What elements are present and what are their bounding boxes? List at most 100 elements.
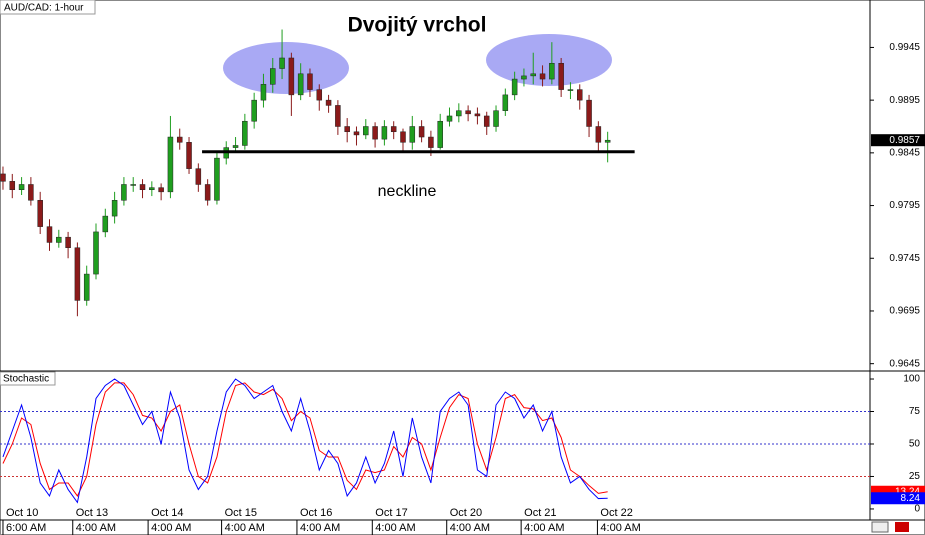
x-tick-label: 4:00 AM xyxy=(300,522,340,534)
label-box xyxy=(0,371,56,386)
y-tick-label: 0.9945 xyxy=(889,42,920,53)
last-value-label: 13.24 xyxy=(895,486,920,497)
x-tick-label: 6:00 AM xyxy=(6,522,46,534)
x-tick-label: Oct 13 xyxy=(76,507,108,519)
candle-body xyxy=(558,62,564,90)
y-tick-label: 75 xyxy=(909,406,921,417)
candle-body xyxy=(251,99,257,122)
y-tick-label: 0.9695 xyxy=(889,306,920,317)
candle-body xyxy=(595,126,602,143)
candle-body xyxy=(353,131,360,136)
candle-body xyxy=(121,184,127,201)
candle-body xyxy=(307,73,313,90)
last-value-label: 8.24 xyxy=(901,493,921,504)
candle-body xyxy=(149,187,155,190)
candle-body xyxy=(232,145,239,148)
x-tick-label: 4:00 AM xyxy=(600,522,640,534)
scroll-icon[interactable] xyxy=(871,521,889,533)
candle-body xyxy=(418,126,425,138)
candle-body xyxy=(167,136,174,193)
candle-body xyxy=(260,84,267,101)
candle-body xyxy=(465,110,471,115)
x-tick-label: 4:00 AM xyxy=(76,522,116,534)
x-tick-label: Oct 10 xyxy=(6,507,38,519)
candle-body xyxy=(316,89,323,101)
candle-body xyxy=(176,136,183,143)
candle-body xyxy=(130,184,136,186)
candle-body xyxy=(9,181,16,190)
candle-body xyxy=(400,131,406,143)
candle-body xyxy=(65,236,71,248)
candle-body xyxy=(586,99,592,127)
candle-body xyxy=(437,120,443,148)
candle-body xyxy=(390,126,397,133)
candle-body xyxy=(409,126,416,143)
y-tick-label: 0.9745 xyxy=(889,253,920,264)
candle-body xyxy=(456,110,462,117)
candle-body xyxy=(204,184,211,201)
y-tick-label: 25 xyxy=(909,471,921,482)
y-tick-label: 0 xyxy=(914,504,920,515)
candle-body xyxy=(139,184,146,190)
candle-body xyxy=(18,184,25,190)
x-tick-label: 4:00 AM xyxy=(375,522,415,534)
candle-body xyxy=(74,247,81,301)
x-tick-label: 4:00 AM xyxy=(225,522,265,534)
candle-body xyxy=(502,94,509,111)
candle-body xyxy=(539,73,546,80)
x-tick-label: Oct 22 xyxy=(600,507,632,519)
last-price-box xyxy=(871,134,925,147)
candle-body xyxy=(279,57,285,69)
candle-body xyxy=(242,120,248,146)
last-value-box xyxy=(871,492,925,505)
x-tick-label: 4:00 AM xyxy=(450,522,490,534)
candle-body xyxy=(483,115,490,127)
candle-body xyxy=(511,78,518,96)
x-tick-label: Oct 15 xyxy=(225,507,257,519)
candle-body xyxy=(288,57,295,96)
candle-body xyxy=(381,126,388,140)
x-tick-label: Oct 20 xyxy=(450,507,482,519)
candle-body xyxy=(297,73,304,96)
candle-body xyxy=(214,157,220,201)
candle-body xyxy=(93,231,99,275)
candle-body xyxy=(577,89,583,101)
peak-highlight xyxy=(223,42,349,94)
last-price-label: 0.9857 xyxy=(889,135,920,146)
candle-body xyxy=(111,200,118,217)
candle-body xyxy=(270,68,276,85)
x-tick-label: Oct 17 xyxy=(375,507,407,519)
candle-body xyxy=(428,136,434,148)
candle-body xyxy=(186,142,192,169)
chart-title: Dvojitý vrchol xyxy=(348,14,487,37)
candle-body xyxy=(493,110,499,127)
candle-body xyxy=(474,113,481,117)
y-tick-label: 0.9895 xyxy=(889,95,920,106)
peak-highlight xyxy=(486,34,612,86)
y-tick-label: 50 xyxy=(909,439,921,450)
indicator-label: Stochastic xyxy=(3,374,49,385)
candle-body xyxy=(549,62,555,80)
candle-body xyxy=(83,273,90,301)
candle-body xyxy=(37,200,43,227)
symbol-label: AUD/CAD: 1-hour xyxy=(4,3,84,14)
candle-body xyxy=(0,173,6,182)
candle-body xyxy=(604,139,611,143)
candle-body xyxy=(28,184,34,201)
candle-body xyxy=(521,75,527,80)
candle-body xyxy=(335,105,341,127)
stochastic-line xyxy=(2,378,608,504)
candle-body xyxy=(56,236,62,243)
y-tick-label: 100 xyxy=(903,374,920,385)
y-tick-label: 0.9845 xyxy=(889,147,920,158)
x-tick-label: Oct 21 xyxy=(524,507,556,519)
y-tick-label: 0.9645 xyxy=(889,358,920,369)
candle-body xyxy=(102,215,109,233)
candle-body xyxy=(446,115,453,122)
y-tick-label: 0.9795 xyxy=(889,200,920,211)
neckline-label: neckline xyxy=(378,183,437,200)
close-icon[interactable] xyxy=(895,522,909,532)
candle-body xyxy=(46,226,53,243)
